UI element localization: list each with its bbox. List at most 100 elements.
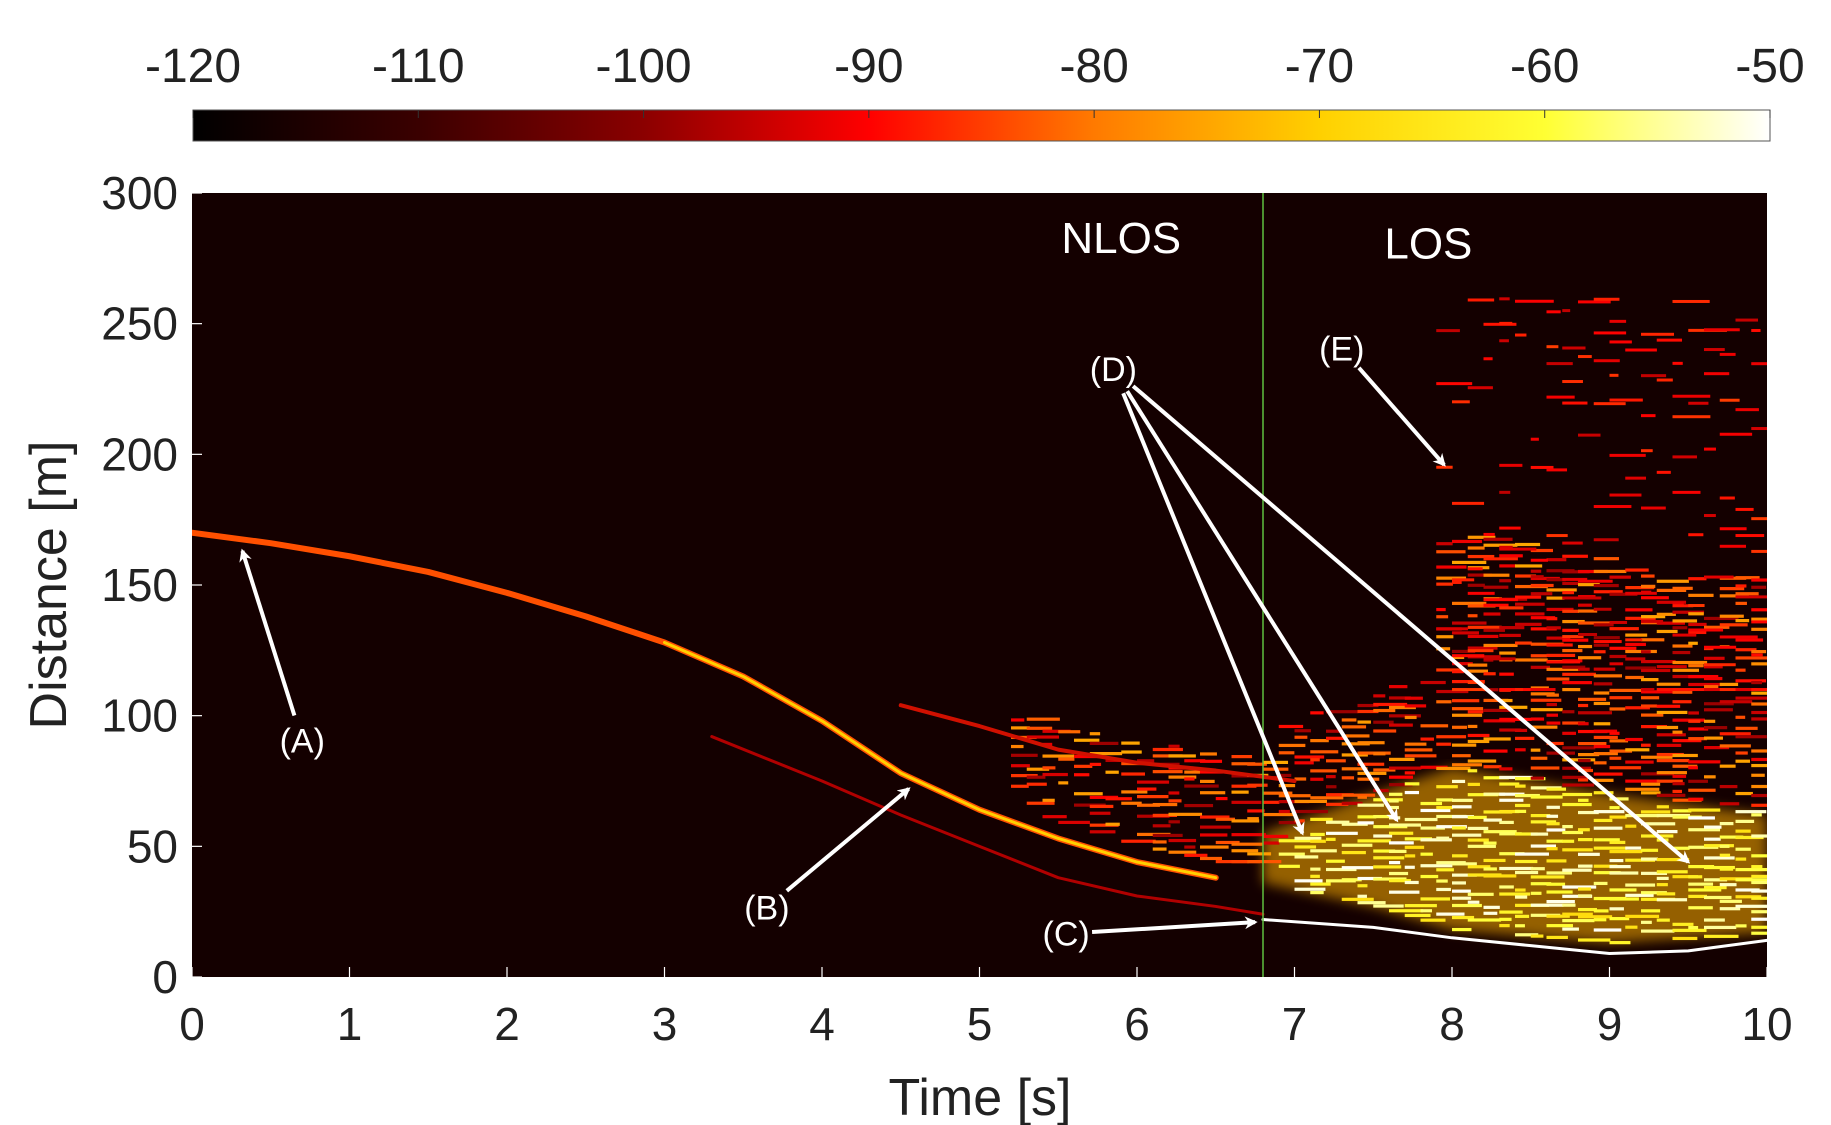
multipath-dash bbox=[1562, 802, 1592, 807]
multipath-dash bbox=[1656, 857, 1690, 862]
multipath-dash bbox=[1593, 778, 1614, 782]
x-tick-label: 8 bbox=[1439, 998, 1465, 1050]
multipath-dash bbox=[1404, 696, 1423, 700]
far-reflection-dash bbox=[1593, 297, 1620, 301]
multipath-dash bbox=[1656, 725, 1679, 730]
multipath-dash bbox=[1247, 783, 1268, 787]
multipath-dash bbox=[1641, 725, 1668, 729]
y-tick-label: 300 bbox=[101, 167, 178, 219]
multipath-dash bbox=[1389, 705, 1416, 710]
multipath-dash bbox=[1404, 904, 1437, 908]
multipath-dash bbox=[1562, 731, 1576, 735]
multipath-dash bbox=[1641, 909, 1661, 913]
multipath-dash bbox=[1326, 785, 1337, 789]
multipath-dash bbox=[1546, 626, 1561, 630]
multipath-dash bbox=[1499, 798, 1524, 802]
colorbar-tick-label: -100 bbox=[596, 40, 692, 93]
far-reflection-dash bbox=[1562, 577, 1588, 581]
far-reflection-dash bbox=[1719, 352, 1736, 356]
multipath-dash bbox=[1609, 756, 1622, 760]
multipath-dash bbox=[1357, 894, 1367, 898]
multipath-dash bbox=[1152, 770, 1183, 774]
multipath-dash bbox=[1656, 779, 1683, 783]
multipath-dash bbox=[1231, 754, 1253, 759]
multipath-dash bbox=[1420, 724, 1449, 728]
multipath-dash bbox=[1767, 587, 1787, 590]
annotation-arrow bbox=[1125, 390, 1399, 823]
multipath-dash bbox=[1578, 894, 1592, 898]
multipath-dash bbox=[1089, 811, 1111, 815]
multipath-dash bbox=[1530, 592, 1553, 596]
multipath-dash bbox=[1452, 601, 1487, 605]
far-reflection-dash bbox=[1499, 321, 1513, 325]
multipath-dash bbox=[1467, 733, 1490, 738]
multipath-dash bbox=[1200, 779, 1215, 784]
multipath-dash bbox=[1436, 542, 1453, 546]
multipath-dash bbox=[1562, 792, 1593, 797]
far-reflection-dash bbox=[1751, 549, 1767, 553]
multipath-dash bbox=[1688, 682, 1723, 687]
colorbar-tick-label: -120 bbox=[145, 40, 241, 93]
multipath-dash bbox=[1735, 847, 1751, 851]
multipath-dash bbox=[1578, 583, 1600, 587]
multipath-dash bbox=[1294, 777, 1307, 781]
multipath-dash bbox=[1704, 736, 1723, 740]
multipath-dash bbox=[1499, 579, 1512, 583]
multipath-dash bbox=[1562, 848, 1593, 852]
multipath-dash bbox=[1767, 720, 1794, 723]
multipath-dash bbox=[1688, 865, 1715, 869]
far-reflection-dash bbox=[1609, 319, 1627, 323]
multipath-dash bbox=[1436, 766, 1471, 771]
far-reflection-dash bbox=[1467, 591, 1495, 595]
multipath-dash bbox=[1593, 729, 1618, 733]
multipath-dash bbox=[1704, 625, 1730, 629]
multipath-dash bbox=[1704, 719, 1716, 723]
multipath-dash bbox=[1641, 871, 1668, 875]
multipath-dash bbox=[1562, 628, 1579, 632]
far-reflection-dash bbox=[1704, 514, 1716, 518]
multipath-dash bbox=[1483, 776, 1509, 780]
multipath-dash bbox=[1562, 638, 1589, 642]
multipath-dash bbox=[1011, 718, 1025, 722]
multipath-dash bbox=[1452, 655, 1465, 660]
multipath-dash bbox=[1373, 768, 1396, 772]
multipath-dash bbox=[1751, 910, 1767, 914]
multipath-dash bbox=[1341, 742, 1370, 746]
multipath-dash bbox=[1121, 801, 1142, 805]
multipath-dash bbox=[1688, 719, 1701, 723]
multipath-dash bbox=[1058, 730, 1081, 734]
multipath-dash bbox=[1578, 667, 1590, 671]
multipath-dash bbox=[1105, 797, 1132, 801]
multipath-dash bbox=[1593, 735, 1618, 740]
multipath-dash bbox=[1058, 820, 1090, 825]
multipath-dash bbox=[1089, 762, 1102, 766]
multipath-dash bbox=[1562, 721, 1586, 725]
multipath-dash bbox=[1751, 896, 1767, 900]
far-reflection-dash bbox=[1767, 688, 1790, 691]
far-reflection-dash bbox=[1515, 333, 1527, 337]
annotation-label: (B) bbox=[744, 890, 789, 928]
multipath-dash bbox=[1593, 636, 1620, 640]
multipath-dash bbox=[1641, 822, 1676, 826]
multipath-dash bbox=[1688, 828, 1721, 832]
multipath-dash bbox=[1719, 623, 1748, 627]
multipath-dash bbox=[1278, 794, 1311, 798]
multipath-dash bbox=[1467, 865, 1491, 869]
multipath-dash bbox=[1341, 843, 1373, 847]
multipath-dash bbox=[1530, 913, 1561, 917]
multipath-dash bbox=[1499, 910, 1523, 914]
multipath-dash bbox=[1530, 875, 1565, 879]
multipath-dash bbox=[1452, 862, 1477, 866]
multipath-dash bbox=[1168, 791, 1180, 795]
multipath-dash bbox=[1609, 654, 1627, 659]
multipath-dash bbox=[1688, 760, 1721, 764]
multipath-dash bbox=[1231, 849, 1259, 853]
multipath-dash bbox=[1515, 542, 1541, 547]
far-reflection-dash bbox=[1530, 575, 1544, 579]
multipath-dash bbox=[1735, 924, 1747, 928]
multipath-dash bbox=[1767, 873, 1797, 876]
multipath-dash bbox=[1499, 767, 1513, 771]
multipath-dash bbox=[1515, 564, 1543, 568]
far-reflection-dash bbox=[1751, 427, 1767, 431]
multipath-dash bbox=[1719, 867, 1734, 871]
